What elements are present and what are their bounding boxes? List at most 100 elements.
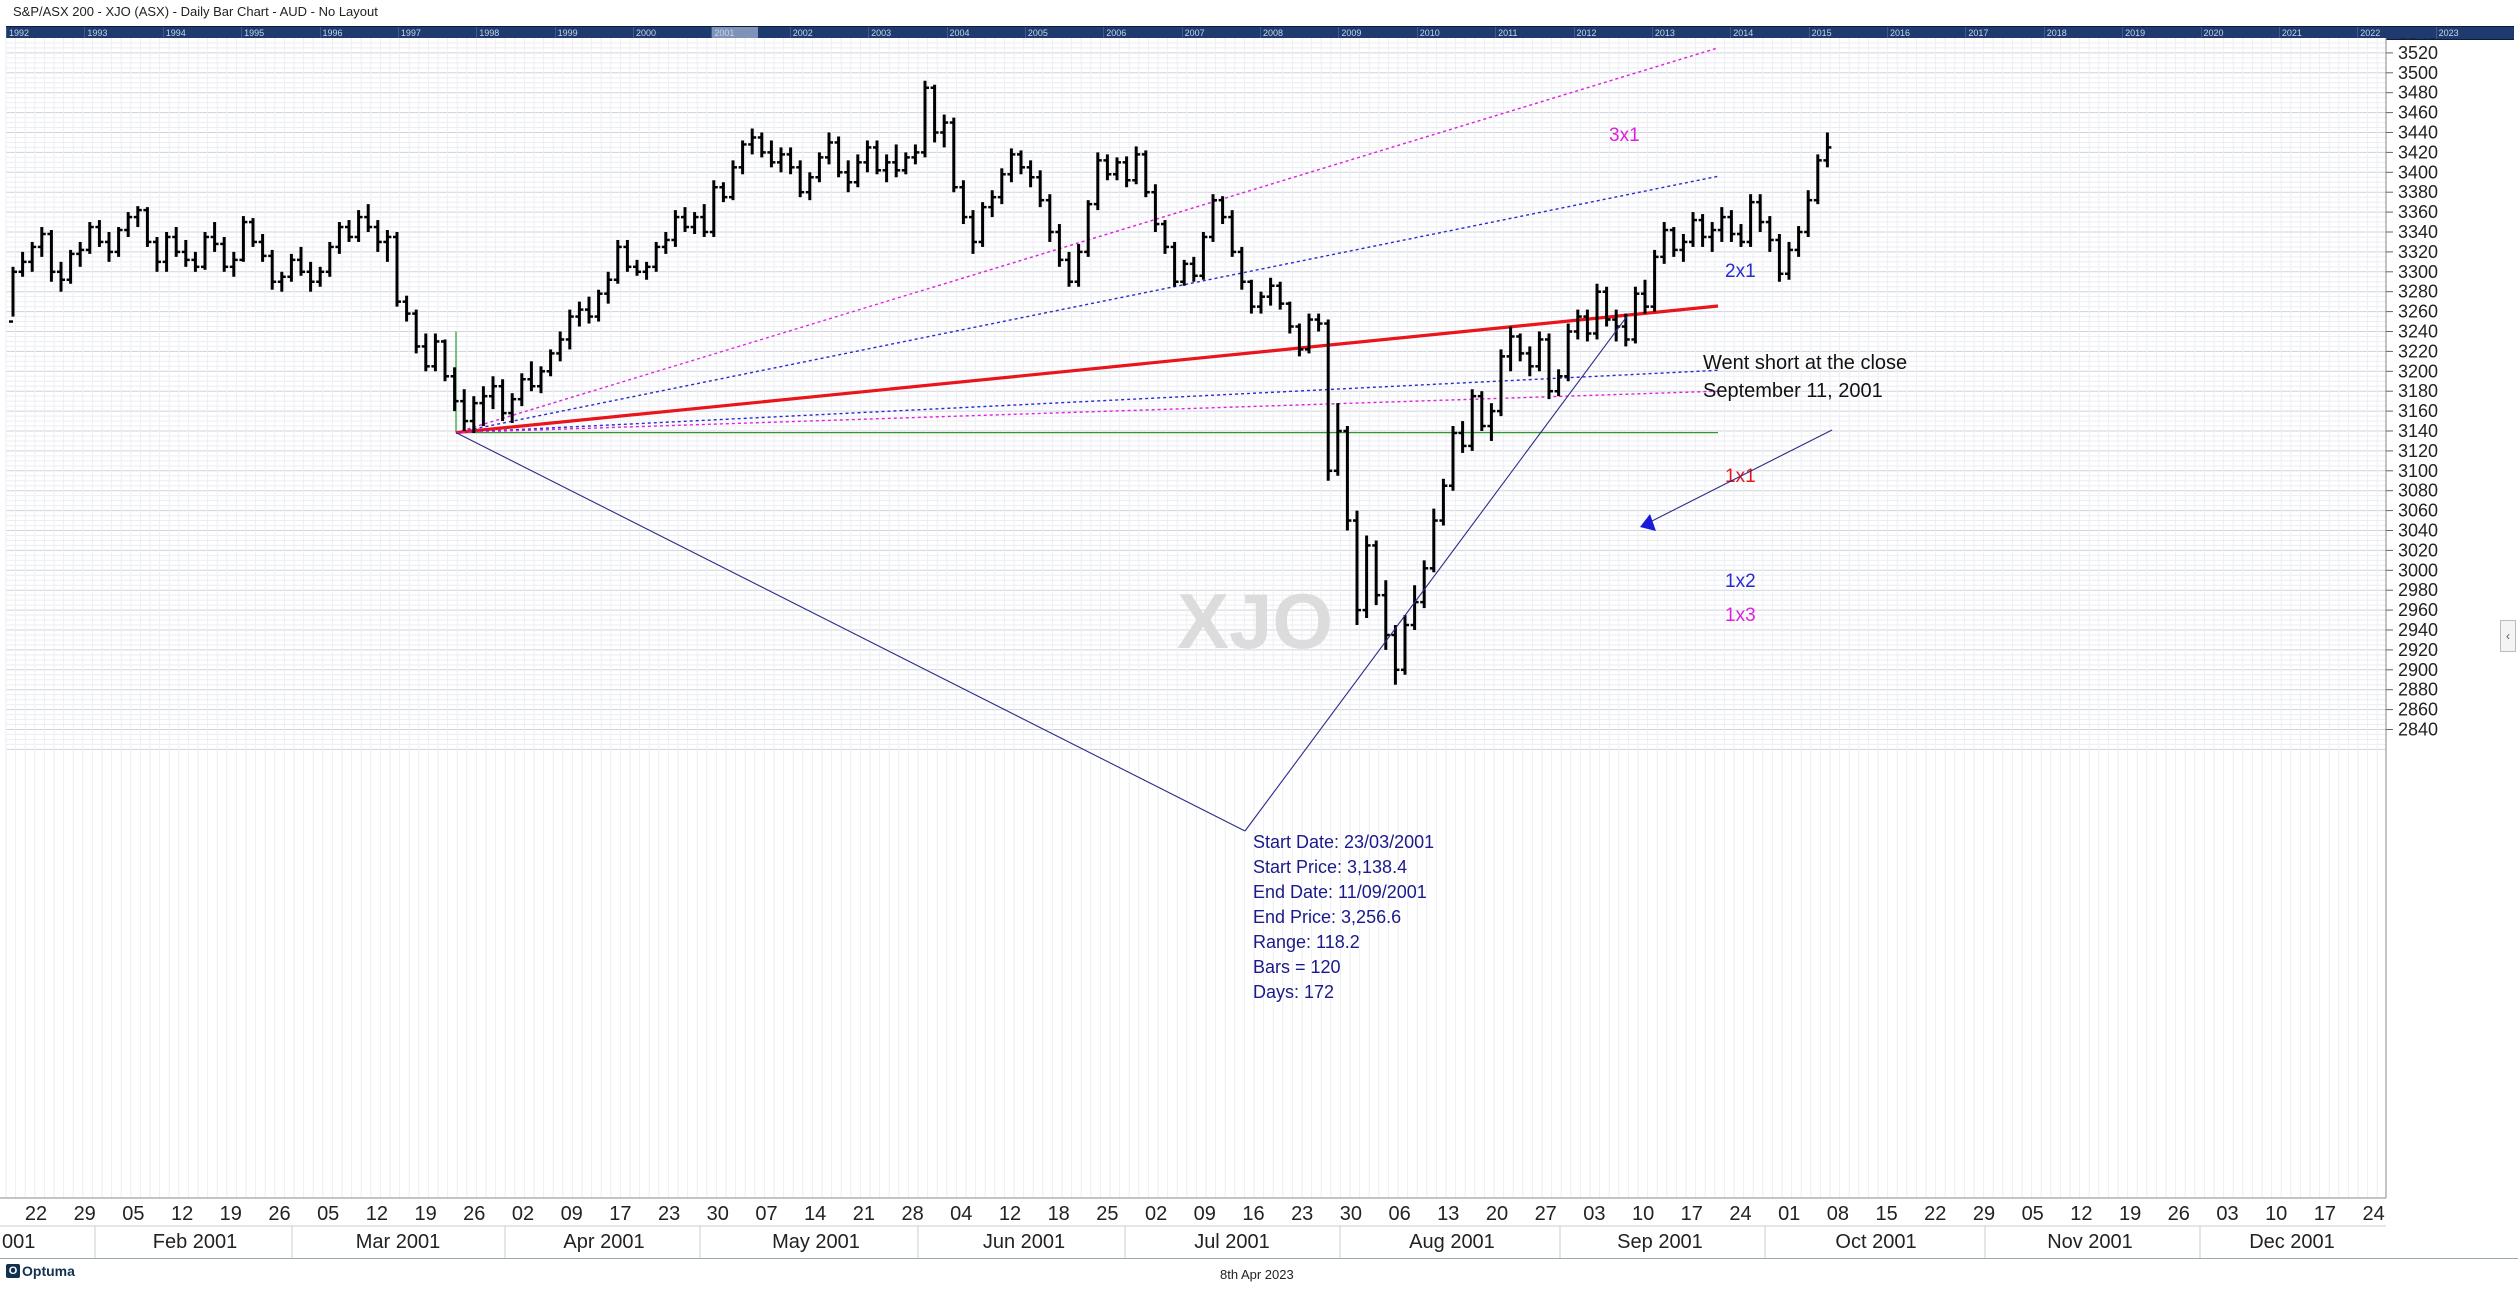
overview-year-label[interactable]: 2016	[1890, 28, 1911, 38]
date-tick-label: 19	[220, 1203, 242, 1225]
overview-year-label[interactable]: 2018	[2046, 28, 2067, 38]
measure-line[interactable]	[455, 432, 1246, 832]
overview-year-tick	[1887, 27, 1888, 39]
overview-year-label[interactable]: 2019	[2125, 28, 2146, 38]
ohlc-bar	[1506, 326, 1515, 372]
ohlc-bar	[1247, 279, 1256, 314]
overview-year-label[interactable]: 2013	[1654, 28, 1675, 38]
date-tick-label: 05	[122, 1203, 144, 1225]
overview-year-label[interactable]: 1995	[244, 28, 265, 38]
overview-year-label[interactable]: 2008	[1263, 28, 1284, 38]
overview-year-label[interactable]: 1996	[322, 28, 343, 38]
ohlc-bar	[162, 232, 171, 272]
ohlc-bar	[1391, 625, 1400, 685]
ohlc-bar	[815, 152, 824, 183]
date-tick-label: 26	[463, 1203, 485, 1225]
overview-year-label[interactable]: 2012	[1576, 28, 1597, 38]
fan-line-3x1[interactable]	[455, 47, 1719, 434]
fan-line-1x2[interactable]	[455, 369, 1719, 434]
ohlc-bar	[1295, 323, 1304, 357]
price-tick-label: 3300	[2398, 262, 2438, 282]
date-tick-label: 07	[755, 1203, 777, 1225]
overview-year-label[interactable]: 2014	[1733, 28, 1754, 38]
ohlc-bar	[1583, 309, 1592, 342]
date-tick-label: 23	[658, 1203, 680, 1225]
ohlc-bar	[1266, 277, 1275, 306]
overview-year-label[interactable]: 2022	[2360, 28, 2381, 38]
overview-year-label[interactable]: 2003	[871, 28, 892, 38]
overview-year-label[interactable]: 2000	[636, 28, 657, 38]
price-tick-label: 2960	[2398, 600, 2438, 620]
ohlc-bar	[796, 160, 805, 198]
ohlc-bar	[1775, 233, 1784, 282]
watermark: XJO	[1177, 577, 1333, 665]
overview-year-label[interactable]: 2015	[1811, 28, 1832, 38]
overview-year-label[interactable]: 2021	[2281, 28, 2302, 38]
overview-year-label[interactable]: 2020	[2203, 28, 2224, 38]
date-tick-label: 17	[609, 1203, 631, 1225]
overview-year-label[interactable]: 2023	[2438, 28, 2459, 38]
overview-year-label[interactable]: 2004	[949, 28, 970, 38]
measure-leader-line[interactable]	[1244, 314, 1629, 832]
overview-year-label[interactable]: 2005	[1027, 28, 1048, 38]
overview-year-label[interactable]: 1999	[557, 28, 578, 38]
ohlc-bar	[1746, 194, 1755, 247]
optuma-logo-text: Optuma	[22, 1263, 75, 1279]
overview-year-label[interactable]: 2017	[1968, 28, 1989, 38]
gann-fan: 3x12x11x11x21x3	[455, 47, 1756, 626]
ohlc-bar	[1353, 510, 1361, 626]
footer: O Optuma 8th Apr 2023	[0, 1258, 2518, 1291]
price-chart[interactable]: XJO 3x12x11x11x21x3 28402860288029002920…	[0, 38, 2518, 1258]
annotation-arrow-icon	[1640, 514, 1656, 531]
price-tick-label: 2880	[2398, 680, 2438, 700]
date-tick-label: 29	[1973, 1203, 1995, 1225]
date-tick-label: 17	[2314, 1203, 2336, 1225]
overview-year-label[interactable]: 1992	[9, 28, 30, 38]
ohlc-bar	[143, 207, 152, 247]
date-tick-label: 17	[1681, 1203, 1703, 1225]
overview-year-label[interactable]: 2007	[1184, 28, 1205, 38]
overview-selection-window[interactable]	[711, 27, 759, 39]
month-label: May 2001	[772, 1231, 860, 1253]
ohlc-bar	[1593, 283, 1601, 340]
date-tick-label: 01	[1778, 1203, 1800, 1225]
overview-year-label[interactable]: 2009	[1341, 28, 1362, 38]
ohlc-bar	[431, 333, 440, 372]
ohlc-bar	[661, 232, 670, 254]
ohlc-bar	[268, 249, 277, 290]
ohlc-bar	[1026, 160, 1035, 188]
ohlc-bar	[258, 233, 267, 262]
ohlc-bar	[306, 261, 315, 292]
ohlc-bar	[1545, 333, 1553, 400]
date-tick-label: 05	[317, 1203, 339, 1225]
overview-year-label[interactable]: 1994	[165, 28, 186, 38]
ohlc-bar	[1209, 194, 1217, 242]
ohlc-bar	[786, 147, 795, 175]
ohlc-bar	[412, 309, 421, 354]
ohlc-bar	[1516, 333, 1525, 362]
overview-year-tick	[1103, 27, 1105, 39]
ohlc-bar	[825, 132, 833, 165]
overview-year-tick	[476, 27, 478, 39]
overview-year-label[interactable]: 2002	[792, 28, 813, 38]
date-tick-label: 13	[1437, 1203, 1459, 1225]
ohlc-bar	[729, 160, 737, 201]
ohlc-bar	[604, 271, 613, 304]
overview-year-label[interactable]: 2011	[1498, 28, 1518, 38]
ohlc-bar	[1439, 478, 1448, 526]
fan-line-1x1[interactable]	[455, 304, 1719, 435]
ohlc-bar	[421, 333, 430, 372]
overview-year-label[interactable]: 2010	[1419, 28, 1440, 38]
overview-year-label[interactable]: 1997	[400, 28, 421, 38]
ohlc-bar	[585, 296, 593, 324]
fan-line-1x3[interactable]	[455, 390, 1719, 434]
ohlc-bar	[1007, 148, 1016, 183]
ohlc-bar	[1449, 426, 1457, 491]
side-panel-toggle[interactable]: ‹	[2500, 620, 2516, 652]
overview-year-label[interactable]: 1993	[87, 28, 108, 38]
overview-year-label[interactable]: 1998	[479, 28, 500, 38]
overview-year-label[interactable]: 2001	[714, 28, 735, 38]
fan-line-2x1[interactable]	[455, 175, 1719, 434]
overview-year-label[interactable]: 2006	[1106, 28, 1127, 38]
ohlc-bar	[1708, 222, 1717, 252]
